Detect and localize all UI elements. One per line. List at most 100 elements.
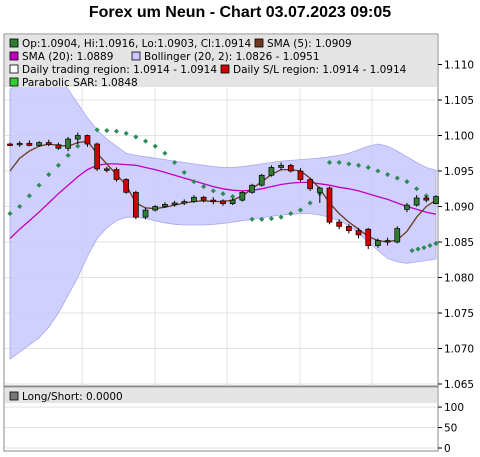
candle-body xyxy=(200,196,207,201)
y-tick-label: 1.095 xyxy=(444,166,474,178)
candle-body xyxy=(278,164,284,168)
y-tick-label: 1.065 xyxy=(444,379,474,391)
sar-dot xyxy=(268,216,274,222)
candle-body xyxy=(152,206,159,211)
sar-dot xyxy=(104,127,110,134)
sar-dot xyxy=(75,143,81,149)
sar-dot xyxy=(201,184,207,190)
candle-body xyxy=(346,226,352,231)
candle-body xyxy=(65,138,71,149)
legend-sma5: SMA (5): 1.0909 xyxy=(267,38,352,50)
legend-sma20: SMA (20): 1.0889 xyxy=(22,51,113,63)
candle-body xyxy=(84,135,91,145)
legend-sl-region-swatch xyxy=(220,64,230,74)
candle-body xyxy=(384,240,391,243)
sar-dot xyxy=(123,130,129,136)
legend-sl-region: Daily S/L region: 1.0914 - 1.0914 xyxy=(233,64,407,76)
y-tick-label: 1.080 xyxy=(444,273,474,285)
candle-body xyxy=(113,169,120,180)
sar-dot xyxy=(355,162,362,168)
sar-dot xyxy=(307,200,313,206)
sar-dot xyxy=(181,169,187,175)
legend-sma20-swatch xyxy=(9,51,19,61)
y-tick-label: 1.105 xyxy=(444,95,474,107)
candle-body xyxy=(249,184,255,193)
candle-body xyxy=(181,201,188,204)
candle-body xyxy=(287,164,294,172)
candle-body xyxy=(16,142,23,146)
candle-body xyxy=(394,228,401,243)
legend-daily-region-swatch xyxy=(9,64,19,74)
sar-dot xyxy=(346,161,352,167)
candle-body xyxy=(191,196,197,202)
candle-body xyxy=(162,204,168,207)
candle-body xyxy=(142,209,149,218)
sar-dot xyxy=(409,247,415,254)
candle-body xyxy=(133,191,139,218)
candle-body xyxy=(7,143,13,146)
sar-dot xyxy=(220,191,226,197)
sar-dot xyxy=(152,143,158,149)
candle-body xyxy=(326,187,333,223)
legend-sar: Parabolic SAR: 1.0848 xyxy=(22,77,138,89)
candle-body xyxy=(94,143,100,170)
candle-body xyxy=(210,199,217,202)
sar-dot xyxy=(414,186,420,192)
candle-body xyxy=(103,168,110,171)
candle-body xyxy=(239,191,246,201)
sar-dot xyxy=(385,172,391,178)
candle-body xyxy=(336,221,343,227)
candle-body xyxy=(413,197,420,206)
y-tick-label: 1.075 xyxy=(444,308,474,320)
legend-sma5-swatch xyxy=(254,38,264,48)
sar-dot xyxy=(249,216,255,222)
sar-dot xyxy=(415,246,421,252)
y-tick-label: 1.070 xyxy=(444,344,474,356)
sar-dot xyxy=(230,194,236,200)
candle-body xyxy=(171,202,178,205)
y-axis-ticks: 1.110 1.105 1.100 1.095 1.090 1.085 1.080 1.075… xyxy=(438,60,474,391)
legend-bollinger: Bollinger (20, 2): 1.0826 - 1.0951 xyxy=(144,51,320,63)
sar-dot xyxy=(191,179,197,185)
candle-body xyxy=(268,167,275,176)
candle-body xyxy=(404,204,410,210)
legend-box xyxy=(5,35,437,87)
sar-dot xyxy=(142,138,149,144)
legend-longshort: Long/Short: 0.0000 xyxy=(22,391,123,403)
y-tick-label: 1.100 xyxy=(444,131,474,143)
candle-body xyxy=(375,240,381,246)
candle-body xyxy=(74,135,81,140)
sar-dot xyxy=(259,216,265,222)
candle-body xyxy=(433,196,439,205)
candle-body xyxy=(307,179,313,190)
sar-dot xyxy=(162,150,168,156)
sar-dot xyxy=(375,168,381,174)
y-tick-label: 1.090 xyxy=(444,202,474,214)
sar-dot xyxy=(210,188,216,194)
candle-body xyxy=(316,187,323,193)
sar-dot xyxy=(65,152,71,158)
sar-dot xyxy=(133,134,139,140)
legend-daily-region: Daily trading region: 1.0914 - 1.0914 xyxy=(22,64,217,76)
candle-body xyxy=(123,179,130,193)
legend-bollinger-swatch xyxy=(131,51,141,61)
sar-dot xyxy=(172,159,178,166)
legend-ohlc: Op:1.0904, Hi:1.0916, Lo:1.0903, Cl:1.09… xyxy=(22,38,252,50)
lower-y-axis-ticks: 100 50 0 xyxy=(438,402,464,455)
y-tick-label: 0 xyxy=(444,443,451,455)
sar-dot xyxy=(36,182,42,188)
y-tick-label: 1.110 xyxy=(444,60,474,72)
sar-dot xyxy=(113,128,120,134)
candle-body xyxy=(365,228,372,246)
candle-body xyxy=(229,199,236,205)
y-tick-label: 50 xyxy=(444,423,457,435)
sar-dot xyxy=(404,179,410,185)
legend-sar-swatch xyxy=(9,77,19,87)
y-tick-label: 1.085 xyxy=(444,237,474,249)
candle-body xyxy=(26,142,33,146)
sma20-line xyxy=(9,163,437,239)
candle-body xyxy=(220,200,226,205)
candle-body xyxy=(55,144,62,149)
legend-ohlc-swatch xyxy=(9,38,19,48)
